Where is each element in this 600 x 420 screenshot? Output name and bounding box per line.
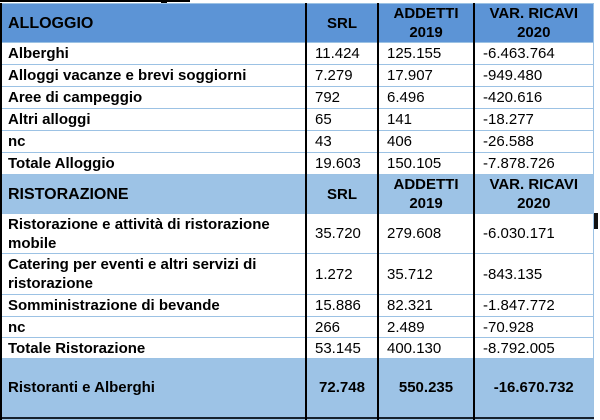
section-header-alloggio: ALLOGGIO SRL ADDETTI 2019 VAR. RICAVI 20… xyxy=(0,3,594,43)
addetti-value: 17.907 xyxy=(377,64,474,87)
table-row-total-ristorazione: Totale Ristorazione 53.145 400.130 -8.79… xyxy=(0,337,594,359)
addetti-value: 6.496 xyxy=(377,86,474,109)
var-ricavi-value: -8.792.005 xyxy=(473,337,594,359)
addetti-value: 400.130 xyxy=(377,337,474,359)
srl-value: 65 xyxy=(305,108,378,131)
grand-total-var-ricavi: -16.670.732 xyxy=(473,358,594,418)
table-row: nc 266 2.489 -70.928 xyxy=(0,316,594,338)
var-ricavi-value: -949.480 xyxy=(473,64,594,87)
addetti-value: 279.608 xyxy=(377,213,474,254)
cropped-content-line xyxy=(0,0,190,2)
srl-value: 1.272 xyxy=(305,253,378,295)
table-row-grand-total: Ristoranti e Alberghi 72.748 550.235 -16… xyxy=(0,358,594,418)
column-header-srl: SRL xyxy=(305,3,378,43)
addetti-value: 406 xyxy=(377,130,474,153)
column-header-srl: SRL xyxy=(305,174,378,214)
table-row: nc 43 406 -26.588 xyxy=(0,130,594,153)
row-label: Alloggi vacanze e brevi soggiorni xyxy=(0,64,306,87)
srl-value: 792 xyxy=(305,86,378,109)
column-header-var-ricavi-2020: VAR. RICAVI 2020 xyxy=(473,3,594,43)
var-ricavi-value: -6.463.764 xyxy=(473,42,594,65)
row-label: Totale Ristorazione xyxy=(0,337,306,359)
srl-value: 43 xyxy=(305,130,378,153)
section-title: RISTORAZIONE xyxy=(0,174,306,214)
table-row: Aree di campeggio 792 6.496 -420.616 xyxy=(0,86,594,109)
addetti-value: 35.712 xyxy=(377,253,474,295)
var-ricavi-value: -6.030.171 xyxy=(473,213,594,254)
row-label: Ristorazione e attività di ristorazione … xyxy=(0,213,306,254)
grand-total-label: Ristoranti e Alberghi xyxy=(0,358,306,418)
row-label: Totale Alloggio xyxy=(0,152,306,175)
var-ricavi-value: -843.135 xyxy=(473,253,594,295)
addetti-value: 2.489 xyxy=(377,316,474,338)
addetti-value: 82.321 xyxy=(377,294,474,317)
var-ricavi-value: -1.847.772 xyxy=(473,294,594,317)
row-label: Aree di campeggio xyxy=(0,86,306,109)
table-row: Altri alloggi 65 141 -18.277 xyxy=(0,108,594,131)
srl-value: 7.279 xyxy=(305,64,378,87)
srl-value: 266 xyxy=(305,316,378,338)
addetti-value: 141 xyxy=(377,108,474,131)
var-ricavi-value: -26.588 xyxy=(473,130,594,153)
row-label: nc xyxy=(0,316,306,338)
lodging-restaurants-table: ALLOGGIO SRL ADDETTI 2019 VAR. RICAVI 20… xyxy=(0,3,594,420)
column-header-addetti-2019: ADDETTI 2019 xyxy=(377,174,474,214)
addetti-value: 150.105 xyxy=(377,152,474,175)
column-header-var-ricavi-2020: VAR. RICAVI 2020 xyxy=(473,174,594,214)
var-ricavi-value: -7.878.726 xyxy=(473,152,594,175)
text-cursor-artifact xyxy=(593,213,598,229)
srl-value: 19.603 xyxy=(305,152,378,175)
cropped-content-tick xyxy=(161,0,167,5)
section-title: ALLOGGIO xyxy=(0,3,306,43)
column-header-addetti-2019: ADDETTI 2019 xyxy=(377,3,474,43)
var-ricavi-value: -18.277 xyxy=(473,108,594,131)
srl-value: 53.145 xyxy=(305,337,378,359)
table-row: Ristorazione e attività di ristorazione … xyxy=(0,213,594,254)
table-row: Alberghi 11.424 125.155 -6.463.764 xyxy=(0,42,594,65)
srl-value: 15.886 xyxy=(305,294,378,317)
grand-total-srl: 72.748 xyxy=(305,358,378,418)
cropped-bottom-row xyxy=(0,416,594,420)
table-row: Somministrazione di bevande 15.886 82.32… xyxy=(0,294,594,317)
row-label: nc xyxy=(0,130,306,153)
table-row-total-alloggio: Totale Alloggio 19.603 150.105 -7.878.72… xyxy=(0,152,594,175)
section-header-ristorazione: RISTORAZIONE SRL ADDETTI 2019 VAR. RICAV… xyxy=(0,174,594,214)
srl-value: 35.720 xyxy=(305,213,378,254)
row-label: Catering per eventi e altri servizi di r… xyxy=(0,253,306,295)
table-row: Alloggi vacanze e brevi soggiorni 7.279 … xyxy=(0,64,594,87)
row-label: Alberghi xyxy=(0,42,306,65)
row-label: Altri alloggi xyxy=(0,108,306,131)
table-row: Catering per eventi e altri servizi di r… xyxy=(0,253,594,295)
var-ricavi-value: -420.616 xyxy=(473,86,594,109)
srl-value: 11.424 xyxy=(305,42,378,65)
grand-total-addetti: 550.235 xyxy=(377,358,474,418)
var-ricavi-value: -70.928 xyxy=(473,316,594,338)
addetti-value: 125.155 xyxy=(377,42,474,65)
row-label: Somministrazione di bevande xyxy=(0,294,306,317)
